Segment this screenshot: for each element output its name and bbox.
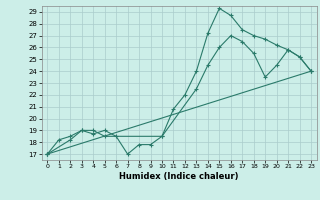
X-axis label: Humidex (Indice chaleur): Humidex (Indice chaleur) <box>119 172 239 181</box>
